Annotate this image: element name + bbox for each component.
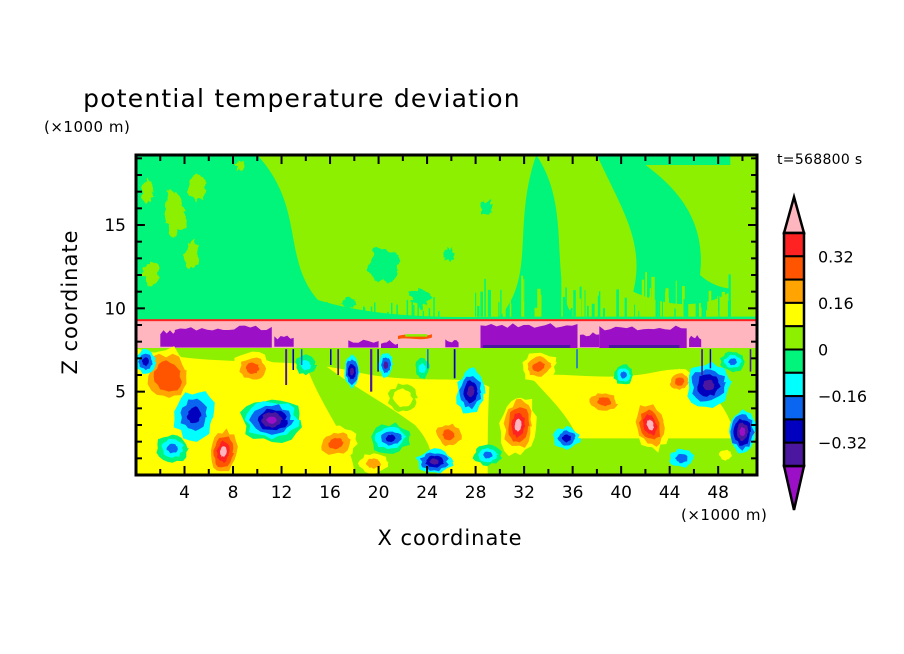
x-axis-units: (×1000 m) (681, 506, 768, 524)
colorbar-tick-label: 0 (818, 341, 828, 360)
page-title: potential temperature deviation (83, 84, 521, 113)
contour-field (136, 155, 757, 475)
colorbar-tick-label: −0.16 (818, 387, 867, 406)
y-tick-label: 15 (104, 216, 126, 236)
colorbar-tick-label: 0.16 (818, 294, 854, 313)
x-tick-label: 20 (368, 483, 390, 503)
colorbar-band (783, 301, 805, 328)
colorbar-band (783, 255, 805, 281)
x-tick-label: 36 (562, 483, 584, 503)
x-tick-label: 4 (179, 483, 190, 503)
colorbar: 0.32 0.16 0 −0.16 −0.32 (782, 192, 867, 511)
x-tick-label: 24 (416, 483, 438, 503)
colorbar-tick-label: −0.32 (818, 434, 867, 453)
colorbar-band (783, 441, 805, 468)
y-tick-label: 5 (115, 383, 126, 403)
colorbar-band (783, 348, 805, 374)
colorbar-band (783, 371, 805, 398)
colorbar-over-cap (782, 192, 806, 235)
colorbar-band (783, 418, 805, 444)
x-tick-label: 44 (659, 483, 681, 503)
x-tick-label: 32 (513, 483, 535, 503)
colorbar-band (783, 232, 805, 258)
x-tick-label: 28 (465, 483, 487, 503)
x-tick-label: 8 (228, 483, 239, 503)
colorbar-under-cap (782, 464, 806, 511)
colorbar-band (783, 325, 805, 351)
y-tick-label: 10 (104, 299, 126, 319)
x-tick-label: 16 (319, 483, 341, 503)
x-axis-label: X coordinate (377, 526, 523, 550)
timestamp-annotation: t=568800 s (777, 152, 863, 168)
x-tick-label: 48 (707, 483, 729, 503)
colorbar-band (783, 395, 805, 421)
x-tick-label: 12 (271, 483, 293, 503)
colorbar-tick-label: 0.32 (818, 247, 854, 266)
x-tick-label: 40 (610, 483, 632, 503)
y-axis-units: (×1000 m) (44, 118, 131, 136)
colorbar-band (783, 278, 805, 304)
